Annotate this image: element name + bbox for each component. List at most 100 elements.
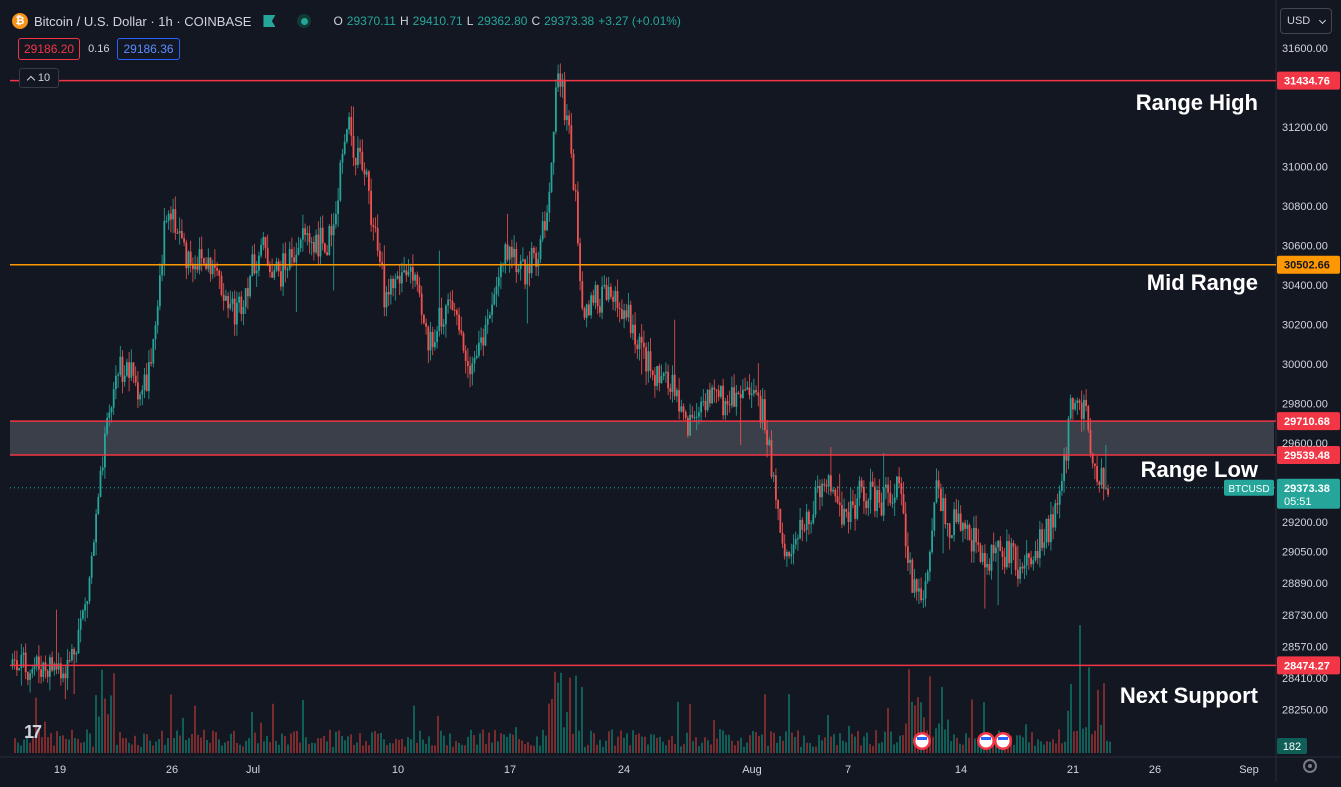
volume-bar (770, 731, 772, 753)
volume-bar (1103, 683, 1105, 753)
candle-body (775, 475, 777, 500)
buy-price-button[interactable]: 29186.36 (117, 38, 180, 60)
candle-body (612, 296, 614, 302)
candle-body (854, 504, 856, 519)
volume-bar (887, 707, 889, 753)
volume-bar (641, 736, 643, 753)
candle-body (948, 523, 951, 538)
sell-price-button[interactable]: 29186.20 (18, 38, 81, 60)
candle-body (680, 406, 683, 412)
volume-bar (515, 727, 517, 753)
candle-body (1080, 402, 1083, 419)
volume-bar (902, 735, 904, 753)
volume-bar (881, 742, 883, 753)
volume-bar (383, 739, 385, 753)
volume-bar (494, 729, 496, 753)
volume-bar (521, 740, 523, 753)
candle-body (346, 129, 348, 142)
candle-body (275, 261, 278, 271)
candle-body (537, 259, 540, 267)
candle-body (1041, 529, 1043, 548)
volume-bar (557, 682, 559, 753)
volume-bar (1040, 741, 1042, 753)
y-tick-label: 29800.00 (1282, 399, 1328, 411)
candle-body (1067, 418, 1070, 461)
indicators-collapse-button[interactable]: 10 (19, 68, 59, 88)
symbol-title[interactable]: Bitcoin / U.S. Dollar · 1h · COINBASE (34, 13, 252, 29)
candle-body (170, 213, 172, 220)
y-tick-label: 28250.00 (1282, 705, 1328, 717)
candle-body (568, 115, 570, 126)
candle-body (937, 480, 940, 489)
volume-bar (188, 737, 190, 753)
volume-bar (836, 745, 838, 753)
candle-body (187, 251, 190, 269)
volume-bar (317, 738, 319, 753)
volume-bar (290, 733, 292, 753)
volume-bar (818, 734, 820, 753)
volume-bar (827, 714, 829, 753)
candle-body (951, 535, 953, 538)
candle-body (638, 336, 641, 350)
candle-body (781, 532, 784, 544)
candle-body (20, 654, 23, 668)
candle-body (618, 307, 621, 310)
currency-select[interactable]: USD (1280, 8, 1332, 34)
volume-bar (884, 731, 886, 753)
x-tick-label: Jul (246, 764, 260, 776)
change-value: +3.27 (+0.01%) (598, 14, 681, 28)
tradingview-logo-icon[interactable]: 17 (24, 722, 42, 742)
candle-body (271, 272, 273, 278)
candle-body (770, 440, 773, 477)
candle-body (742, 389, 744, 398)
volume-bar (683, 743, 685, 753)
candle-body (1087, 406, 1090, 430)
candle-body (416, 274, 419, 285)
volume-bar (911, 701, 913, 753)
volume-bar (281, 733, 283, 753)
candle-body (625, 310, 628, 318)
x-tick-label: 21 (1067, 764, 1079, 776)
volume-bar (149, 740, 151, 753)
candle-body (64, 673, 67, 679)
level-price-label-1: 30502.66 (1284, 260, 1330, 272)
volume-bar (95, 695, 97, 753)
volume-bar (1022, 737, 1024, 753)
candle-body (33, 666, 36, 669)
volume-bar (1037, 739, 1039, 753)
volume-bar (803, 735, 805, 753)
volume-bar (668, 739, 670, 753)
candle-body (1036, 551, 1039, 558)
candle-body (874, 486, 876, 512)
volume-bar (239, 744, 241, 753)
symbol-tag: BTCUSD (1228, 484, 1269, 495)
candle-body (167, 213, 170, 221)
candle-body (1107, 488, 1109, 495)
candle-body (856, 498, 859, 519)
last-price-tag (1277, 478, 1340, 509)
candle-body (788, 551, 790, 557)
candle-body (119, 356, 122, 375)
volume-bar (350, 734, 352, 753)
volume-bar (734, 745, 736, 753)
candle-body (504, 244, 507, 264)
gear-icon[interactable] (1303, 759, 1317, 773)
candle-body (478, 342, 480, 356)
candle-body (962, 522, 964, 531)
volume-bar (212, 730, 214, 753)
level-tag-0 (1277, 71, 1340, 90)
volume-bar (143, 733, 145, 753)
volume-bar (374, 730, 376, 753)
level-annotation-3: Range Low (1141, 457, 1259, 482)
candle-body (150, 362, 152, 364)
market-status-icon[interactable] (297, 14, 312, 28)
volume-bar (647, 744, 649, 753)
candle-body (634, 324, 636, 345)
candle-body (295, 254, 298, 263)
flag-icon[interactable] (263, 15, 276, 27)
volume-bar (1082, 728, 1084, 753)
candle-body (550, 162, 553, 192)
volume-bar (449, 733, 451, 753)
